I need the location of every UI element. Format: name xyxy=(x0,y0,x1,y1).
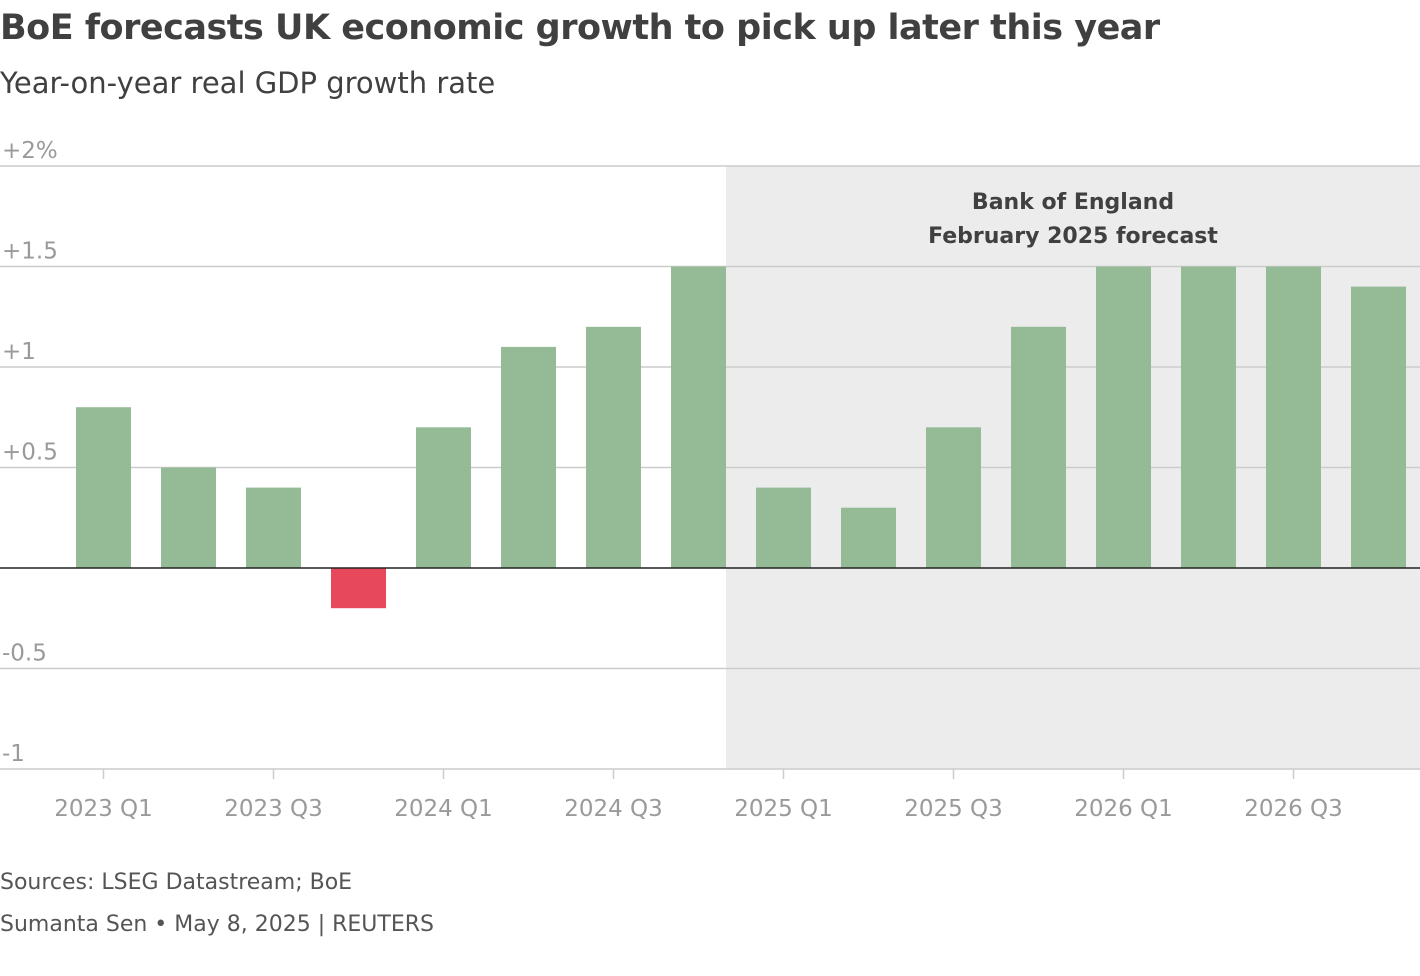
bar-2023-q2 xyxy=(161,467,216,568)
bar-2023-q3 xyxy=(246,487,301,568)
bar-2023-q1 xyxy=(76,407,131,568)
bar-2023-q4 xyxy=(331,568,386,609)
x-tick-label: 2026 Q3 xyxy=(1244,796,1343,822)
chart-subtitle: Year-on-year real GDP growth rate xyxy=(0,66,496,100)
x-tick-label: 2023 Q1 xyxy=(54,796,153,822)
bar-2025-q1 xyxy=(756,487,811,568)
chart-title: BoE forecasts UK economic growth to pick… xyxy=(0,8,1160,48)
bars xyxy=(76,266,1406,609)
x-tick-label: 2026 Q1 xyxy=(1074,796,1173,822)
y-axis-ticks: +2% +1.5 +1 +0.5 -0.5 -1 xyxy=(2,138,58,767)
bar-2024-q1 xyxy=(416,427,471,568)
bar-2025-q2 xyxy=(841,507,896,568)
y-tick-label: +2% xyxy=(2,138,58,164)
x-tick-label: 2023 Q3 xyxy=(224,796,323,822)
y-tick-label: +1 xyxy=(2,339,36,365)
x-tick-label: 2025 Q3 xyxy=(904,796,1003,822)
forecast-label-line-1: Bank of England xyxy=(972,190,1174,215)
sources-note: Sources: LSEG Datastream; BoE xyxy=(0,870,353,895)
bar-2026-q3 xyxy=(1266,266,1321,568)
x-tick-label: 2024 Q3 xyxy=(564,796,663,822)
x-axis-ticks: 2023 Q1 2023 Q3 2024 Q1 2024 Q3 2025 Q1 2025 … xyxy=(54,769,1343,822)
credit-line: Sumanta Sen • May 8, 2025 | REUTERS xyxy=(0,912,434,937)
y-tick-label: -1 xyxy=(2,741,25,767)
bar-2025-q4 xyxy=(1011,326,1066,568)
bar-2026-q4 xyxy=(1351,286,1406,568)
bar-2024-q4 xyxy=(671,266,726,568)
gdp-bar-chart: +2% +1.5 +1 +0.5 -0.5 -1 Bank of England Febr… xyxy=(0,138,1420,822)
bar-2026-q2 xyxy=(1181,266,1236,568)
bar-2024-q3 xyxy=(586,326,641,568)
bar-2025-q3 xyxy=(926,427,981,568)
y-tick-label: +1.5 xyxy=(2,239,58,265)
y-tick-label: -0.5 xyxy=(2,641,47,667)
bar-2024-q2 xyxy=(501,346,556,568)
bar-2026-q1 xyxy=(1096,266,1151,568)
y-tick-label: +0.5 xyxy=(2,440,58,466)
forecast-label-line-2: February 2025 forecast xyxy=(928,224,1218,249)
x-tick-label: 2024 Q1 xyxy=(394,796,493,822)
x-tick-label: 2025 Q1 xyxy=(734,796,833,822)
